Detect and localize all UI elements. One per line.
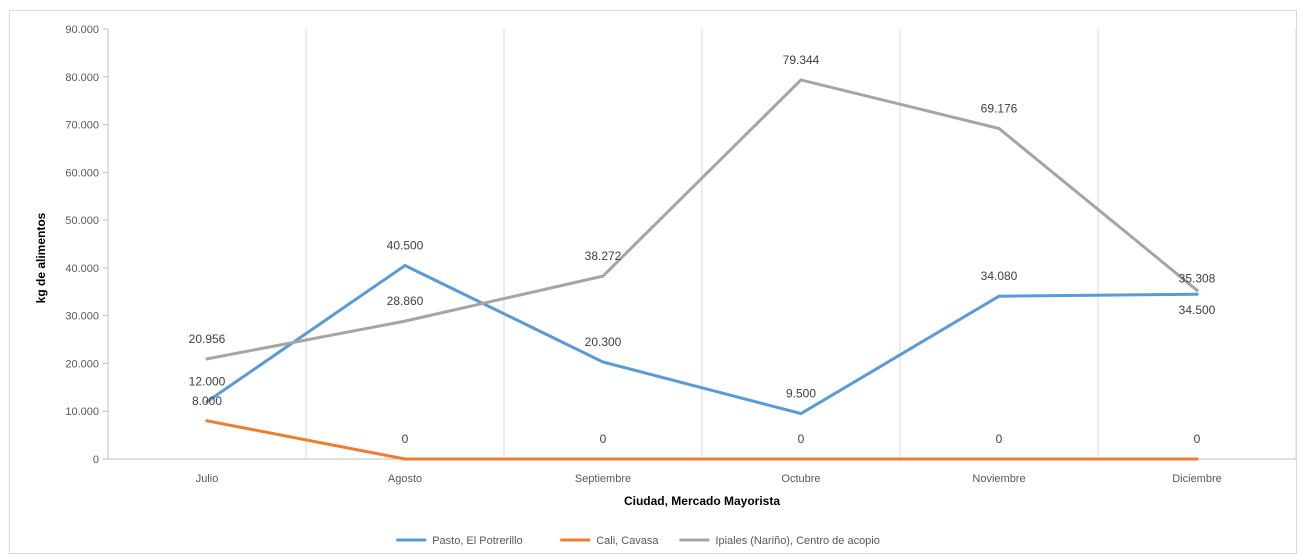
- data-point: [998, 295, 1001, 298]
- data-label: 20.300: [585, 335, 622, 349]
- data-label: 28.860: [387, 294, 424, 308]
- data-label: 8.000: [192, 394, 222, 408]
- data-label: 34.500: [1179, 303, 1216, 317]
- data-point: [1196, 289, 1199, 292]
- x-axis-title: Ciudad, Mercado Mayorista: [624, 494, 780, 508]
- data-label: 0: [1194, 432, 1201, 446]
- y-axis-title: kg de alimentos: [34, 212, 48, 303]
- data-point: [602, 458, 605, 461]
- y-tick-label: 90.000: [65, 24, 99, 36]
- data-label: 0: [600, 432, 607, 446]
- data-label: 38.272: [585, 249, 622, 263]
- y-tick-label: 20.000: [65, 358, 99, 370]
- data-label: 34.080: [981, 269, 1018, 283]
- data-point: [1196, 458, 1199, 461]
- x-tick-label: Octubre: [781, 473, 820, 485]
- y-tick-label: 50.000: [65, 215, 99, 227]
- data-point: [800, 78, 803, 81]
- data-label: 9.500: [786, 387, 816, 401]
- data-label: 79.344: [783, 53, 820, 67]
- legend-label: Pasto, El Potrerillo: [432, 535, 522, 547]
- x-tick-label: Agosto: [388, 473, 422, 485]
- data-point: [602, 275, 605, 278]
- data-point: [206, 357, 209, 360]
- axes: 0 10.000 20.000 30.000 40.000 50.000 60.000 70.…: [65, 24, 1296, 485]
- data-point: [998, 458, 1001, 461]
- data-point: [404, 320, 407, 323]
- data-point: [800, 458, 803, 461]
- x-tick-label: Diciembre: [1172, 473, 1222, 485]
- y-tick-label: 40.000: [65, 263, 99, 275]
- data-label: 35.308: [1179, 271, 1216, 285]
- data-label: 0: [402, 432, 409, 446]
- data-label: 40.500: [387, 239, 424, 253]
- legend-label: Cali, Cavasa: [596, 535, 659, 547]
- data-point: [404, 458, 407, 461]
- data-label: 12.000: [189, 375, 226, 389]
- y-tick-label: 70.000: [65, 120, 99, 132]
- y-tick-label: 60.000: [65, 167, 99, 179]
- y-tick-label: 10.000: [65, 406, 99, 418]
- data-label: 69.176: [981, 101, 1018, 115]
- data-label: 0: [996, 432, 1003, 446]
- x-tick-label: Julio: [196, 473, 219, 485]
- data-point: [404, 264, 407, 267]
- data-point: [602, 361, 605, 364]
- data-point: [1196, 293, 1199, 296]
- y-tick-label: 0: [93, 454, 99, 466]
- legend-label: Ipiales (Nariño), Centro de acopio: [715, 535, 879, 547]
- data-point: [206, 419, 209, 422]
- x-tick-label: Noviembre: [972, 473, 1025, 485]
- data-point: [998, 127, 1001, 130]
- x-tick-label: Septiembre: [575, 473, 631, 485]
- legend: Pasto, El Potrerillo Cali, Cavasa Ipiales …: [396, 535, 880, 547]
- y-tick-label: 80.000: [65, 72, 99, 84]
- data-label: 20.956: [189, 332, 226, 346]
- data-label: 0: [798, 432, 805, 446]
- y-tick-label: 30.000: [65, 311, 99, 323]
- data-point: [800, 412, 803, 415]
